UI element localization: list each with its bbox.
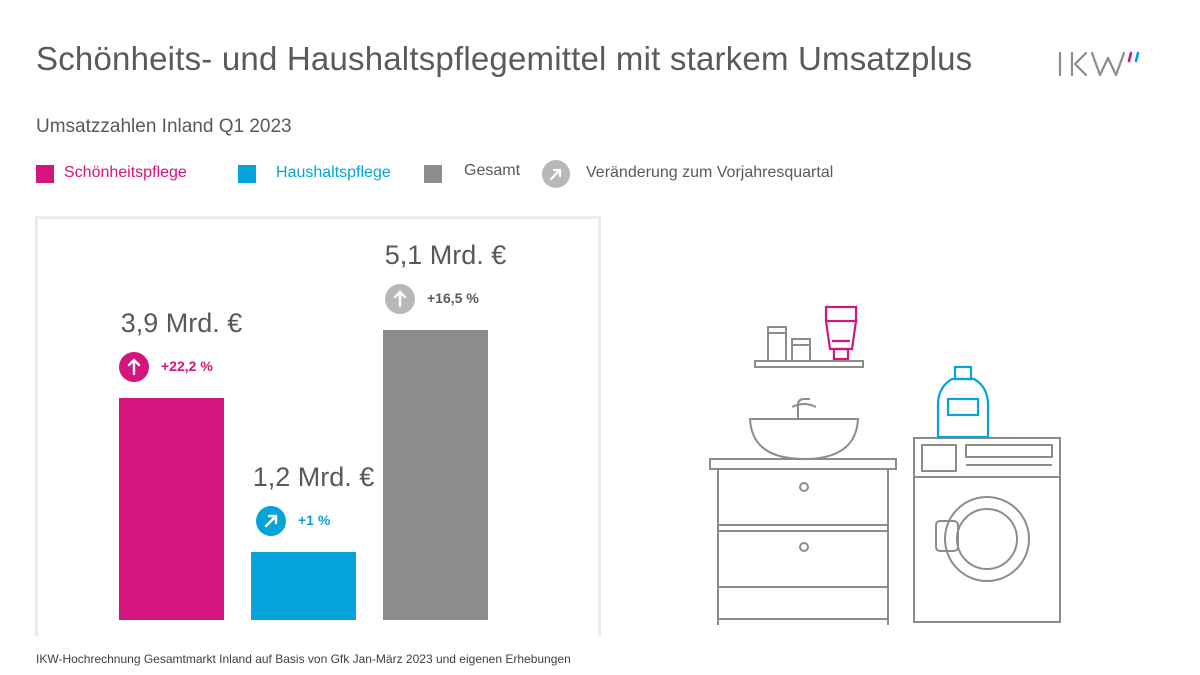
legend-swatch-gesamt <box>424 165 442 183</box>
page-title: Schönheits- und Haushaltspflegemittel mi… <box>36 40 973 77</box>
change-label-gesamt: +16,5 % <box>427 290 479 306</box>
legend-label-change: Veränderung zum Vorjahresquartal <box>586 164 834 181</box>
bar-schoenheitspflege <box>119 398 224 620</box>
legend-label-schoenheitspflege: Schönheitspflege <box>64 164 187 181</box>
arrow-up-icon <box>119 352 149 382</box>
arrow-up-right-icon <box>256 506 286 536</box>
bar-haushaltspflege <box>251 552 356 620</box>
legend-swatch-schoenheitspflege <box>36 165 54 183</box>
chart-subtitle: Umsatzzahlen Inland Q1 2023 <box>36 116 292 137</box>
change-label-schoenheitspflege: +22,2 % <box>161 358 213 374</box>
legend-swatch-haushaltspflege <box>238 165 256 183</box>
bar-gesamt <box>383 330 488 620</box>
chart-plot-frame <box>35 216 601 636</box>
value-label-haushaltspflege: 1,2 Mrd. € <box>252 462 375 492</box>
change-label-haushaltspflege: +1 % <box>298 512 331 528</box>
legend-label-haushaltspflege: Haushaltspflege <box>276 164 391 181</box>
footnote: IKW-Hochrechnung Gesamtmarkt Inland auf … <box>36 652 571 666</box>
arrow-up-icon <box>385 284 415 314</box>
bathroom-illustration <box>709 305 1061 625</box>
value-label-gesamt: 5,1 Mrd. € <box>384 240 507 270</box>
ikw-logo <box>1058 51 1140 77</box>
legend-label-gesamt: Gesamt <box>464 162 521 179</box>
arrow-up-right-icon <box>542 160 570 188</box>
value-label-schoenheitspflege: 3,9 Mrd. € <box>120 308 243 338</box>
